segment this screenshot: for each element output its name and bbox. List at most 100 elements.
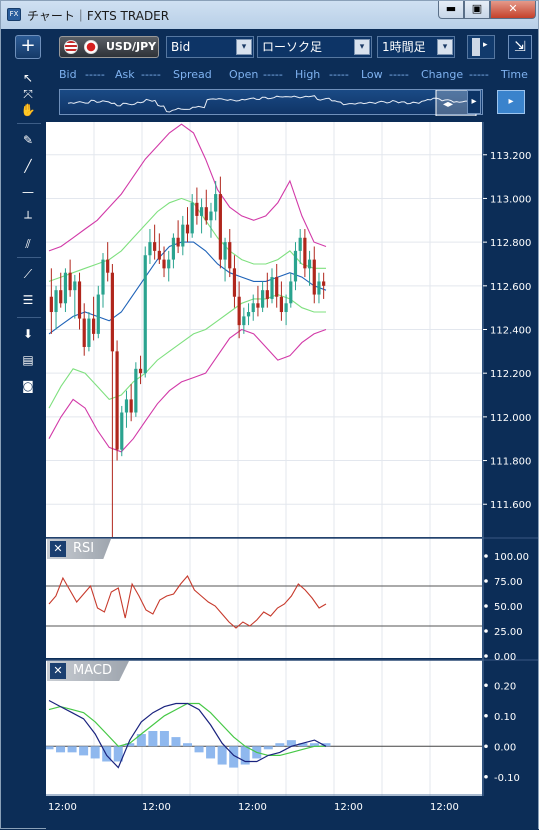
candle-body [223, 242, 227, 260]
macd-tick-label: -0.10 [494, 773, 520, 784]
candle-body [307, 259, 312, 269]
chart-toolbar: + USD/JPY Bid ▾ ローソク足 ▾ 1時間足 ▾ ▸ ⇲ [1, 29, 538, 65]
macd-tick-label: 0.10 [494, 712, 516, 723]
timeframe-select[interactable]: 1時間足 ▾ [377, 36, 455, 58]
price-type-select[interactable]: Bid ▾ [166, 36, 254, 58]
y-tick-label: 112.800 [490, 238, 531, 249]
y-tick-mark [484, 579, 488, 583]
candle-body [237, 296, 241, 326]
toolbar-scroll[interactable]: ▸ [467, 35, 495, 59]
macd-histogram-bar [159, 731, 169, 747]
y-tick-mark [484, 554, 488, 558]
cursor-icon[interactable]: ↖ [22, 71, 34, 85]
close-macd-icon[interactable]: ✕ [50, 663, 66, 679]
macd-histogram-bar [286, 740, 296, 747]
candle-body [204, 207, 208, 221]
parallel-lines-icon[interactable]: ⫽ [25, 237, 31, 251]
download-icon[interactable]: ⬇ [22, 327, 34, 341]
candle-body [134, 368, 138, 413]
chevron-down-icon: ▾ [437, 39, 453, 55]
candle-body [68, 272, 72, 291]
macd-plot-bg [46, 660, 482, 796]
tool-separator [17, 123, 41, 124]
candle-body [228, 242, 232, 269]
tool-separator [17, 257, 41, 258]
candle-body [162, 259, 166, 269]
candle-body [101, 259, 105, 295]
time-tick: 12:00 [238, 802, 267, 813]
hand-icon[interactable]: ✋ [20, 103, 36, 117]
chart-type-value: ローソク足 [262, 40, 323, 54]
line-icon[interactable]: ╱ [24, 159, 32, 173]
chart-svg[interactable]: 113.200 113.000 112.800 112.600 112.400 112.2… [44, 122, 538, 796]
low-label: Low [361, 68, 383, 81]
high-label: High [295, 68, 321, 81]
rsi-line [48, 575, 327, 629]
macd-histogram-bar [67, 746, 77, 753]
candle-body [73, 281, 77, 291]
camera-icon[interactable]: ◙ [22, 379, 34, 393]
navigator-handle-icon[interactable]: ◂▸ [443, 99, 453, 110]
title-bar[interactable]: FX チャート｜FXTS TRADER ▬ ▣ ✕ [1, 1, 538, 29]
candle-body [92, 318, 96, 334]
candle-body [261, 290, 265, 308]
chart-navigator[interactable]: ◂▸ [59, 89, 483, 117]
macd-panel-label: ✕ MACD [47, 661, 129, 681]
macd-histogram-bar [206, 746, 216, 759]
fan-icon[interactable]: ⟋ [23, 267, 33, 281]
candle-body [153, 242, 157, 251]
rsi-tick-label: 50.00 [494, 602, 523, 613]
macd-tick-label: 0.20 [494, 681, 516, 692]
tool-separator [17, 317, 41, 318]
trend-pen-icon[interactable]: ✎ [22, 133, 34, 147]
vertical-line-icon[interactable]: ┴ [24, 211, 32, 225]
horizontal-line-icon[interactable]: — [22, 185, 34, 199]
rsi-tick-label: 100.00 [494, 552, 529, 563]
time-tick: 12:00 [334, 802, 363, 813]
candle-body [242, 316, 246, 326]
chart-area[interactable]: 113.200 113.000 112.800 112.600 112.400 112.2… [44, 122, 538, 796]
minimize-button[interactable]: ▬ [438, 1, 464, 19]
candle-body [246, 312, 251, 317]
app-icon: FX [7, 8, 21, 21]
navigator-expand-button[interactable]: ▸ [497, 90, 525, 114]
candle-body [115, 351, 119, 450]
candle-body [54, 290, 58, 313]
list-icon[interactable]: ▤ [22, 353, 34, 367]
y-tick-mark [484, 654, 488, 658]
crosshair-move-icon[interactable]: ⤧ [23, 87, 33, 101]
macd-histogram-bar [148, 731, 158, 747]
time-axis: 12:00 12:00 12:00 12:00 12:00 [46, 796, 538, 830]
candle-body [322, 281, 326, 286]
scroll-thumb[interactable] [472, 38, 480, 56]
ask-label: Ask [115, 68, 135, 81]
timeframe-value: 1時間足 [382, 40, 426, 54]
macd-histogram-bar [125, 743, 135, 747]
maximize-button[interactable]: ▣ [464, 1, 490, 19]
add-chart-button[interactable]: + [15, 35, 41, 59]
candle-body [181, 224, 185, 247]
candle-body [157, 250, 161, 260]
fibonacci-icon[interactable]: ☰ [22, 293, 34, 307]
macd-histogram-bar [321, 743, 331, 747]
close-button[interactable]: ✕ [490, 1, 536, 19]
candle-body [148, 242, 152, 256]
macd-histogram-bar [298, 743, 308, 747]
macd-histogram-bar [56, 746, 66, 753]
rsi-panel-label: ✕ RSI [47, 539, 111, 559]
candle-body [106, 259, 110, 273]
collapse-button[interactable]: ⇲ [508, 35, 532, 59]
y-tick-label: 112.200 [490, 369, 531, 380]
macd-histogram-bar [309, 743, 319, 747]
macd-histogram-bar [136, 734, 146, 747]
close-rsi-icon[interactable]: ✕ [50, 541, 66, 557]
candle-body [138, 368, 143, 374]
y-tick-label: 113.000 [490, 194, 531, 205]
candle-body [293, 250, 298, 282]
chart-type-select[interactable]: ローソク足 ▾ [257, 36, 372, 58]
currency-pair-selector[interactable]: USD/JPY [59, 36, 159, 58]
navigator-right-arrow[interactable]: ▸ [467, 90, 481, 114]
chevron-down-icon: ▾ [354, 39, 370, 55]
change-value: ----- [469, 68, 489, 81]
